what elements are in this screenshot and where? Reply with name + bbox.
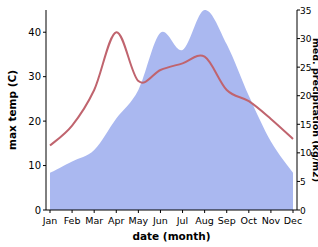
- y2-tick-label: 15: [300, 120, 311, 130]
- x-tick: [204, 210, 205, 213]
- x-tick-label: Aug: [195, 215, 214, 226]
- x-tick: [116, 210, 117, 213]
- x-tick-label: Mar: [85, 215, 103, 226]
- y2-tick-label: 25: [300, 63, 311, 73]
- x-tick-label: Dec: [284, 215, 302, 226]
- x-tick: [248, 210, 249, 213]
- y-tick-label: 0: [35, 205, 41, 216]
- y2-tick-label: 30: [300, 34, 312, 44]
- right-axis: [297, 10, 298, 210]
- plot-area: [50, 10, 293, 210]
- x-tick: [182, 210, 183, 213]
- x-tick-label: Oct: [241, 215, 258, 226]
- x-tick: [94, 210, 95, 213]
- x-tick-label: Jul: [176, 215, 188, 226]
- x-tick: [72, 210, 73, 213]
- x-tick: [226, 210, 227, 213]
- precipitation-area: [50, 10, 293, 210]
- chart: 01020304005101520253035JanFebMarAprMayJu…: [0, 0, 318, 247]
- y-axis-label: max temp (C): [6, 70, 18, 150]
- y-tick: [43, 121, 46, 122]
- x-tick: [293, 210, 294, 213]
- y-tick-label: 10: [28, 160, 41, 171]
- y2-tick-label: 10: [300, 148, 312, 158]
- x-tick-label: Jan: [42, 215, 58, 226]
- left-axis: [46, 10, 47, 210]
- temperature-line: [50, 32, 293, 145]
- x-tick-label: Sep: [218, 215, 236, 226]
- x-tick: [138, 210, 139, 213]
- x-tick-label: May: [129, 215, 149, 226]
- x-tick: [270, 210, 271, 213]
- y2-tick-label: 0: [300, 206, 306, 216]
- y-tick-label: 40: [28, 27, 41, 38]
- y2-tick-label: 20: [300, 91, 312, 101]
- x-axis-label: date (month): [132, 230, 210, 242]
- y-tick: [43, 210, 46, 211]
- x-tick-label: Apr: [108, 215, 125, 226]
- y2-tick-label: 35: [300, 6, 311, 16]
- y-tick-label: 20: [28, 116, 41, 127]
- y2-tick-label: 5: [300, 177, 306, 187]
- x-tick-label: Feb: [64, 215, 81, 226]
- x-tick-label: Jun: [152, 215, 168, 226]
- x-tick: [50, 210, 51, 213]
- y-tick: [43, 76, 46, 77]
- y-tick: [43, 165, 46, 166]
- x-tick: [160, 210, 161, 213]
- bottom-axis: [46, 210, 297, 211]
- x-tick-label: Nov: [262, 215, 281, 226]
- y2-axis-label: med. precipitation (kg/m2): [311, 38, 318, 182]
- y-tick: [43, 32, 46, 33]
- y-tick-label: 30: [28, 71, 41, 82]
